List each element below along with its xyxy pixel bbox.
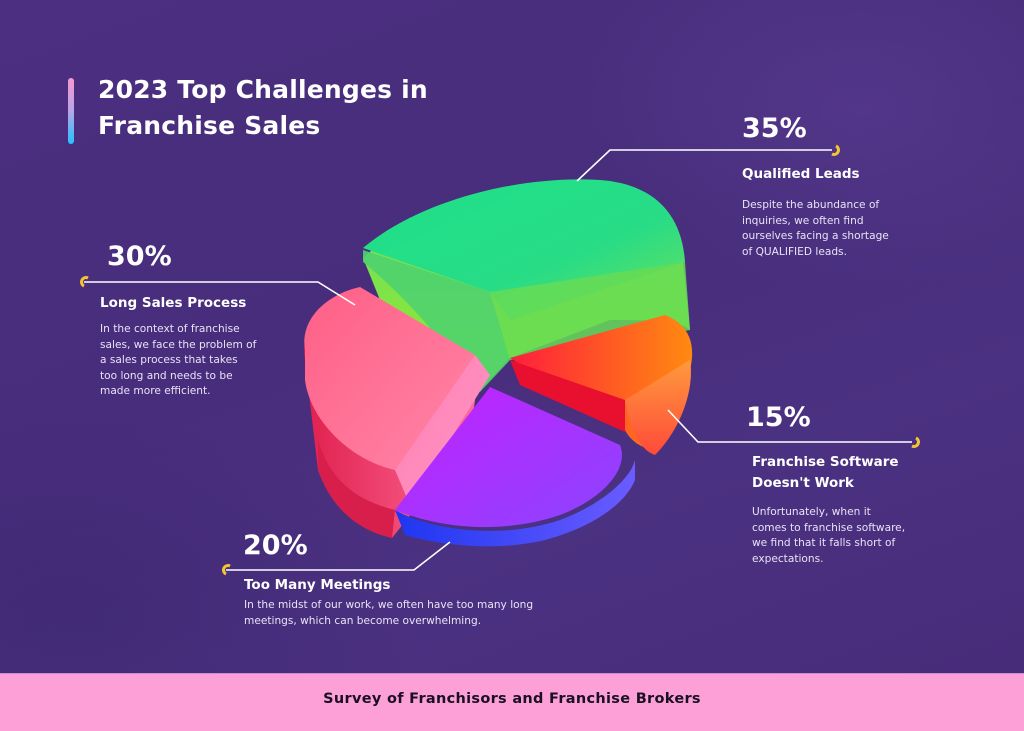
page-title: 2023 Top Challenges in Franchise Sales: [98, 72, 428, 144]
percent-franchise-software: 15%: [746, 402, 811, 433]
title-accent-bar: [68, 78, 74, 144]
slice-too-many-meetings: [395, 387, 635, 547]
desc-too-many-meetings: In the midst of our work, we often have …: [244, 599, 534, 627]
title-line-1: 2023 Top Challenges in: [98, 75, 428, 104]
slice-qualified-leads: [363, 179, 690, 392]
title-line-2: Franchise Sales: [98, 111, 321, 140]
label-long-sales-process: Long Sales Process: [100, 295, 247, 311]
leader-lines: [84, 149, 912, 571]
leader-line-15: [667, 409, 912, 443]
marker-icon-15: [911, 436, 920, 448]
percent-long-sales-process: 30%: [107, 241, 172, 272]
marker-icon-20: [222, 564, 231, 576]
footer-text: Survey of Franchisors and Franchise Brok…: [323, 690, 701, 707]
marker-icon-30: [80, 276, 89, 288]
markers: [80, 144, 920, 576]
slice-franchise-software: [510, 315, 693, 455]
infographic-canvas: 2023 Top Challenges in Franchise Sales: [0, 0, 1024, 673]
leader-line-20: [226, 541, 451, 571]
leader-line-35: [576, 149, 832, 182]
leader-line-30: [84, 281, 356, 306]
percent-too-many-meetings: 20%: [243, 530, 308, 561]
label-too-many-meetings: Too Many Meetings: [244, 577, 391, 593]
desc-long-sales-process: In the context of franchise sales, we fa…: [100, 323, 257, 397]
pie-chart: [80, 144, 920, 576]
marker-icon-35: [831, 144, 840, 156]
percent-qualified-leads: 35%: [742, 113, 807, 144]
desc-franchise-software: Unfortunately, when it comes to franchis…: [752, 506, 906, 565]
desc-qualified-leads: Despite the abundance of inquiries, we o…: [742, 199, 889, 258]
label-franchise-software: Franchise Software Doesn't Work: [752, 454, 899, 491]
label-qualified-leads: Qualified Leads: [742, 166, 860, 182]
footer-banner: Survey of Franchisors and Franchise Brok…: [0, 673, 1024, 731]
